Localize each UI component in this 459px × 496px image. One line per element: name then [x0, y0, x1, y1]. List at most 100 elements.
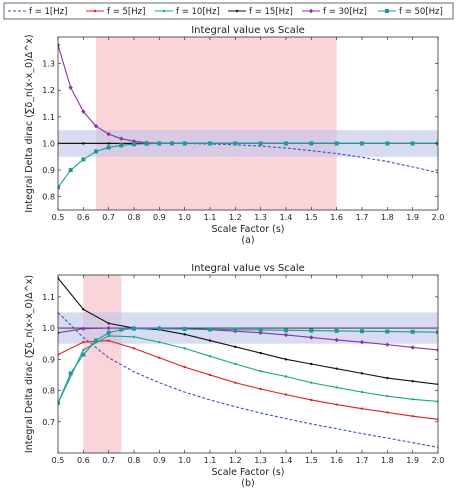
data-point	[81, 109, 86, 114]
data-point	[58, 185, 60, 190]
data-point	[385, 329, 390, 334]
data-point	[107, 322, 110, 325]
data-point	[208, 339, 212, 342]
data-point	[334, 141, 339, 146]
data-point	[410, 329, 415, 334]
data-point	[93, 123, 99, 129]
series-group	[58, 276, 438, 448]
data-point	[360, 390, 364, 394]
plot-frame	[57, 36, 439, 211]
data-point	[410, 141, 415, 146]
data-point	[58, 42, 61, 48]
series-line	[58, 335, 438, 404]
x-tick-label: 0.9	[153, 213, 166, 222]
data-point	[183, 347, 186, 350]
x-axis-label: Scale Factor (s)	[211, 224, 284, 235]
legend-label: f = 50[Hz]	[399, 7, 443, 17]
data-point	[335, 403, 338, 406]
legend-label: f = 5[Hz]	[107, 7, 145, 17]
x-tick-label: 0.5	[52, 456, 65, 465]
data-point	[386, 394, 389, 398]
data-point	[208, 373, 212, 377]
data-point	[82, 348, 85, 352]
data-point	[310, 381, 313, 384]
data-point	[119, 327, 124, 332]
data-point	[106, 131, 111, 137]
data-point	[208, 354, 212, 358]
data-point	[208, 327, 212, 332]
data-point	[158, 356, 161, 359]
data-point	[334, 337, 339, 343]
x-tick-label: 1.0	[178, 213, 191, 222]
data-point	[58, 401, 60, 406]
y-tick-label: 1.2	[42, 86, 55, 95]
x-tick-label: 1.2	[229, 213, 242, 222]
data-point	[82, 308, 85, 311]
y-axis-label: Integral Delta dirac (∑δ_n(x-x_0)Δ^x)	[24, 275, 35, 453]
data-point	[81, 326, 86, 331]
data-point	[411, 414, 414, 418]
x-tick-label: 1.8	[381, 456, 394, 465]
data-point	[410, 345, 415, 350]
panel-label: (a)	[241, 235, 254, 246]
y-tick-label: 0.8	[42, 387, 55, 396]
data-point	[309, 328, 314, 333]
series-line	[58, 312, 438, 448]
data-point	[258, 327, 263, 332]
x-tick-label: 1.5	[305, 456, 318, 465]
series-line	[58, 277, 438, 385]
legend: f = 1[Hz] f = 5[Hz] f = 10[Hz] f = 15[Hz] f …	[3, 2, 454, 20]
data-point	[68, 371, 73, 376]
data-point	[233, 141, 238, 146]
data-point	[360, 141, 364, 146]
plot-frame	[57, 274, 439, 454]
x-tick-label: 1.4	[280, 213, 293, 222]
x-tick-label: 0.8	[128, 456, 141, 465]
series-line	[58, 142, 438, 174]
data-point	[259, 369, 262, 373]
data-point	[132, 347, 136, 350]
data-point	[284, 358, 288, 361]
panel-label: (b)	[241, 478, 254, 489]
data-point	[334, 328, 339, 333]
series-line	[58, 340, 438, 420]
data-point	[309, 141, 314, 146]
x-tick-label: 1.9	[406, 456, 419, 465]
data-point	[131, 139, 137, 144]
data-point	[385, 342, 390, 347]
x-tick-label: 1.7	[356, 213, 369, 222]
x-tick-label: 1.0	[178, 456, 191, 465]
data-point	[335, 367, 338, 370]
data-point	[82, 340, 85, 344]
data-point	[233, 327, 238, 332]
data-point	[132, 335, 136, 339]
data-point	[170, 141, 174, 146]
data-point	[284, 393, 288, 396]
y-tick-label: 1.1	[42, 113, 55, 122]
data-point	[284, 375, 288, 378]
data-point	[386, 411, 389, 414]
x-tick-label: 1.4	[280, 456, 293, 465]
data-point	[234, 381, 237, 384]
data-point	[259, 387, 262, 391]
x-tick-label: 1.6	[330, 213, 343, 222]
data-point	[119, 136, 124, 141]
data-point	[107, 339, 110, 342]
x-tick-label: 0.7	[102, 213, 115, 222]
x-tick-label: 1.6	[330, 456, 343, 465]
data-point	[385, 141, 390, 146]
shaded-x-region	[96, 37, 337, 210]
x-tick-label: 1.7	[356, 456, 369, 465]
data-point	[283, 332, 289, 338]
data-point	[208, 141, 212, 146]
data-point	[107, 142, 110, 145]
chart-title: Integral value vs Scale	[191, 263, 305, 274]
data-point	[119, 143, 124, 148]
data-point	[360, 407, 364, 410]
legend-marker	[308, 8, 314, 14]
data-point	[435, 347, 438, 353]
chart-title: Integral value vs Scale	[191, 25, 305, 36]
data-point	[58, 330, 61, 335]
x-tick-label: 1.2	[229, 456, 242, 465]
